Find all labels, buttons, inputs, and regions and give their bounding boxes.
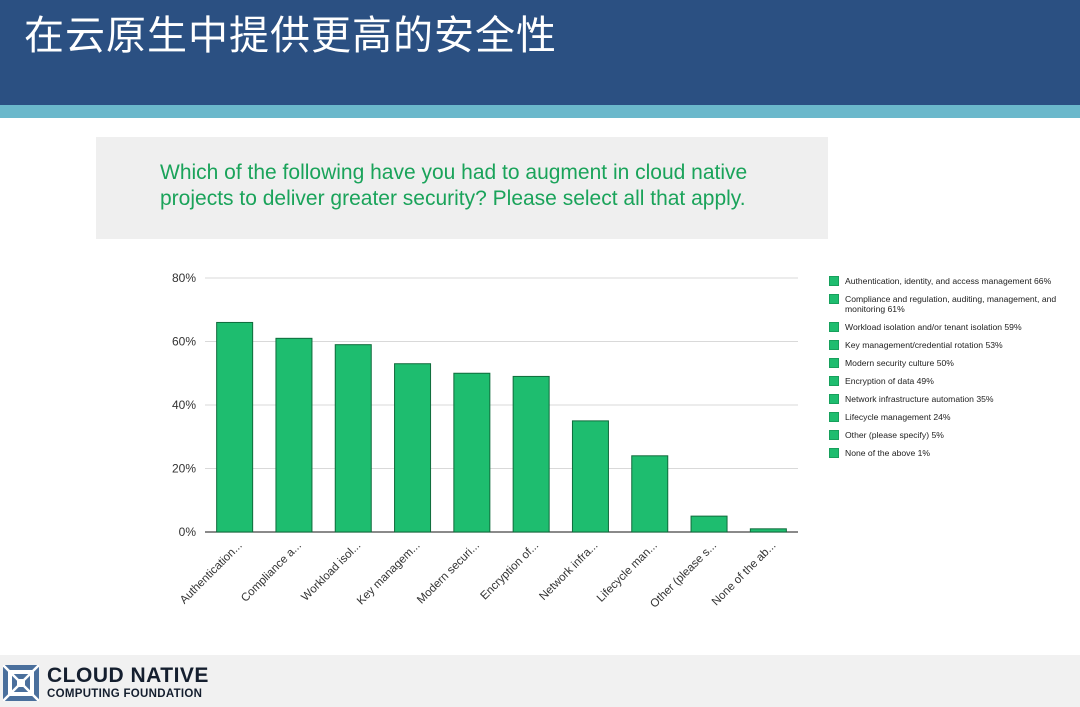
legend-label: Key management/credential rotation 53% [845,340,1003,350]
legend-item: Modern security culture 50% [829,358,1074,368]
x-tick-label: Lifecycle man... [595,540,660,605]
legend-swatch [829,376,839,386]
x-tick-label: Other (please s... [648,540,719,611]
bar [749,528,787,533]
legend-swatch [829,322,839,332]
bar [690,515,728,533]
x-tick-label: Encryption of... [479,540,542,603]
bar-layer [216,321,787,533]
legend-label: Authentication, identity, and access man… [845,276,1052,286]
legend-swatch [829,430,839,440]
bar [275,337,313,533]
legend-label: Other (please specify) 5% [845,430,944,440]
x-tick-label: Key managem... [355,540,423,608]
legend-swatch [829,358,839,368]
cncf-logo-icon [3,665,39,701]
legend-label: None of the above 1% [845,448,931,458]
legend-item: Encryption of data 49% [829,376,1074,386]
logo-text-line1: CLOUD NATIVE [47,664,209,687]
bar [334,344,372,533]
legend-item: Other (please specify) 5% [829,430,1074,440]
bar-chart: 0% 20% 40% 60% 80% Authentication...Complianc… [172,271,798,611]
bar [453,372,491,533]
x-tick-label: None of the ab... [710,540,779,609]
legend-item: Authentication, identity, and access man… [829,276,1074,286]
legend-item: Lifecycle management 24% [829,412,1074,422]
y-tick-label: 80% [172,271,196,285]
logo-text-line2: COMPUTING FOUNDATION [47,688,203,700]
y-tick-label: 0% [179,525,197,539]
legend-swatch [829,394,839,404]
legend-label: Lifecycle management 24% [845,412,951,422]
y-tick-label: 40% [172,398,196,412]
legend-swatch [829,412,839,422]
legend-label: Compliance and regulation, auditing, man… [845,294,1057,314]
legend-swatch [829,276,839,286]
y-tick-label: 60% [172,335,196,349]
legend-item: Key management/credential rotation 53% [829,340,1074,350]
bar [631,455,669,533]
x-tick-label: Modern securi... [415,540,482,607]
legend-swatch [829,294,839,304]
bar [512,375,550,533]
page-title: 在云原生中提供更高的安全性 [24,13,557,59]
x-tick-label: Network infra... [537,540,600,603]
x-tick-label: Authentication... [178,540,245,607]
bar [571,420,609,533]
legend-item: None of the above 1% [829,448,1074,458]
legend-swatch [829,448,839,458]
question-text: Which of the following have you had to a… [160,161,748,210]
legend-item: Network infrastructure automation 35% [829,394,1074,404]
bar [394,363,432,533]
x-tick-label: Workload isol... [299,540,363,604]
y-tick-label: 20% [172,462,196,476]
header-stripe [0,105,1080,118]
legend-item: Compliance and regulation, auditing, man… [829,294,1074,314]
chart-legend: Authentication, identity, and access man… [829,276,1074,466]
x-tick-label: Compliance a... [239,540,304,605]
legend-label: Network infrastructure automation 35% [845,394,994,404]
legend-label: Modern security culture 50% [845,358,954,368]
legend-label: Encryption of data 49% [845,376,934,386]
legend-item: Workload isolation and/or tenant isolati… [829,322,1074,332]
header-bar: 在云原生中提供更高的安全性 [0,0,1080,105]
legend-label: Workload isolation and/or tenant isolati… [845,322,1022,332]
bar [216,321,254,533]
question-box: Which of the following have you had to a… [96,137,828,239]
footer: CLOUD NATIVE COMPUTING FOUNDATION [0,655,1080,707]
legend-swatch [829,340,839,350]
